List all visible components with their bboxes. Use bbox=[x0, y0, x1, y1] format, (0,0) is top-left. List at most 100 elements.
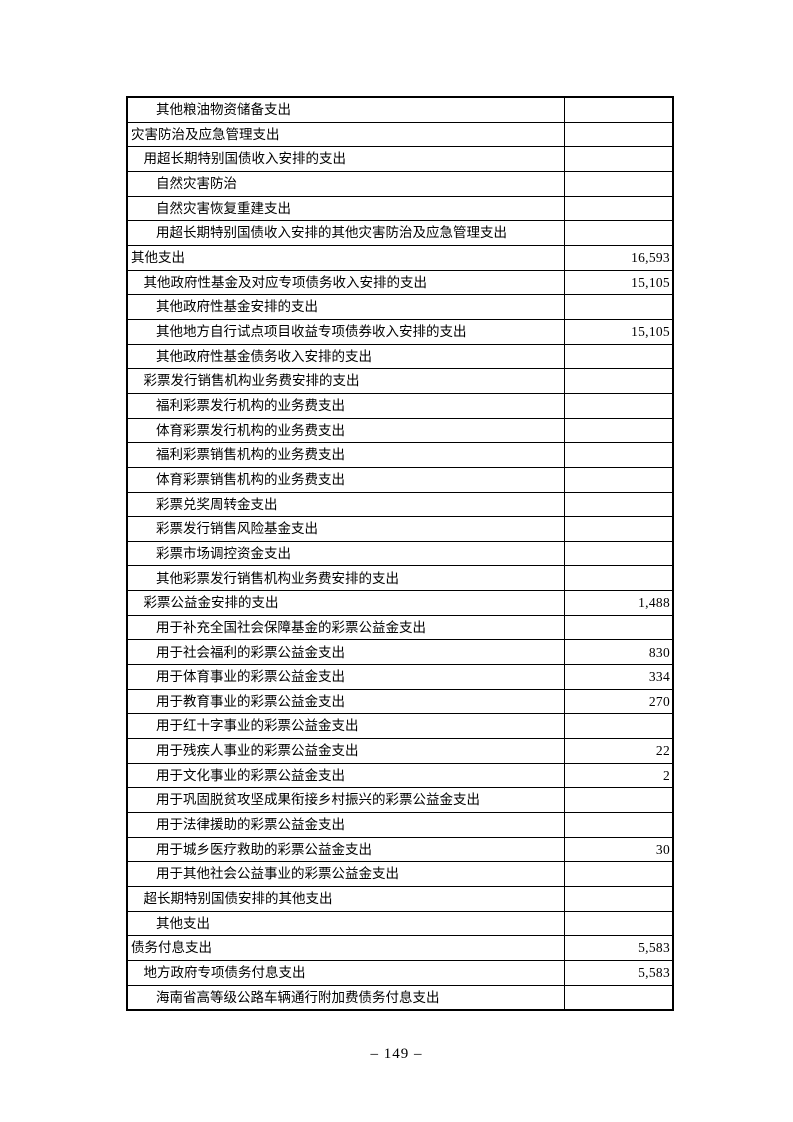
table-row: 自然灾害防治 bbox=[126, 170, 674, 197]
item-label: 彩票发行销售风险基金支出 bbox=[126, 516, 565, 542]
item-value bbox=[563, 294, 674, 320]
item-label: 用超长期特别国债收入安排的其他灾害防治及应急管理支出 bbox=[126, 220, 565, 246]
table-row: 彩票市场调控资金支出 bbox=[126, 540, 674, 567]
item-label: 用于其他社会公益事业的彩票公益金支出 bbox=[126, 861, 565, 887]
item-value bbox=[563, 713, 674, 740]
budget-table: 其他粮油物资储备支出 灾害防治及应急管理支出 用超长期特别国债收入安排的支出 自… bbox=[126, 96, 674, 1012]
table-row: 超长期特别国债安排的其他支出 bbox=[126, 886, 674, 912]
table-row: 债务付息支出 5,583 bbox=[126, 935, 674, 961]
table-row: 其他支出 bbox=[126, 910, 674, 937]
item-label: 灾害防治及应急管理支出 bbox=[126, 121, 565, 148]
item-label: 自然灾害防治 bbox=[126, 170, 565, 197]
table-row: 其他政府性基金债务收入安排的支出 bbox=[126, 343, 674, 370]
table-row: 彩票发行销售机构业务费安排的支出 bbox=[126, 368, 674, 394]
table-row: 用于残疾人事业的彩票公益金支出 22 bbox=[126, 738, 674, 764]
item-label: 其他支出 bbox=[126, 244, 565, 271]
table-row: 其他政府性基金安排的支出 bbox=[126, 294, 674, 320]
item-value bbox=[563, 910, 674, 937]
item-value bbox=[563, 984, 674, 1011]
item-value: 270 bbox=[563, 688, 674, 715]
item-label: 彩票发行销售机构业务费安排的支出 bbox=[126, 368, 565, 394]
item-label: 其他地方自行试点项目收益专项债券收入安排的支出 bbox=[126, 318, 565, 345]
table-row: 用于巩固脱贫攻坚成果衔接乡村振兴的彩票公益金支出 bbox=[126, 787, 674, 814]
item-value: 15,105 bbox=[563, 269, 674, 296]
item-value: 334 bbox=[563, 664, 674, 690]
item-label: 福利彩票销售机构的业务费支出 bbox=[126, 442, 565, 468]
item-label: 其他政府性基金及对应专项债务收入安排的支出 bbox=[126, 269, 565, 296]
table-row: 用于红十字事业的彩票公益金支出 bbox=[126, 713, 674, 740]
table-row: 用于城乡医疗救助的彩票公益金支出 30 bbox=[126, 836, 674, 863]
item-label: 用于巩固脱贫攻坚成果衔接乡村振兴的彩票公益金支出 bbox=[126, 787, 565, 814]
table-row: 用于体育事业的彩票公益金支出 334 bbox=[126, 664, 674, 690]
item-value bbox=[563, 121, 674, 148]
item-label: 其他彩票发行销售机构业务费安排的支出 bbox=[126, 565, 565, 592]
item-label: 福利彩票发行机构的业务费支出 bbox=[126, 392, 565, 419]
item-value: 30 bbox=[563, 836, 674, 863]
item-label: 用于文化事业的彩票公益金支出 bbox=[126, 762, 565, 789]
table-row: 海南省高等级公路车辆通行附加费债务付息支出 bbox=[126, 984, 674, 1011]
item-value bbox=[563, 96, 674, 123]
table-row: 自然灾害恢复重建支出 bbox=[126, 195, 674, 222]
item-value bbox=[563, 442, 674, 468]
item-label: 超长期特别国债安排的其他支出 bbox=[126, 886, 565, 912]
item-value bbox=[563, 170, 674, 197]
table-row: 用于社会福利的彩票公益金支出 830 bbox=[126, 639, 674, 666]
item-value bbox=[563, 565, 674, 592]
table-row: 用于法律援助的彩票公益金支出 bbox=[126, 812, 674, 838]
item-label: 自然灾害恢复重建支出 bbox=[126, 195, 565, 222]
item-value bbox=[563, 417, 674, 444]
item-label: 用超长期特别国债收入安排的支出 bbox=[126, 146, 565, 172]
table-row: 用于其他社会公益事业的彩票公益金支出 bbox=[126, 861, 674, 887]
item-value: 5,583 bbox=[563, 959, 674, 986]
item-label: 海南省高等级公路车辆通行附加费债务付息支出 bbox=[126, 984, 565, 1011]
item-label: 用于城乡医疗救助的彩票公益金支出 bbox=[126, 836, 565, 863]
item-value bbox=[563, 812, 674, 838]
page-number: – 149 – bbox=[370, 1046, 423, 1062]
table-row: 用超长期特别国债收入安排的支出 bbox=[126, 146, 674, 172]
item-label: 体育彩票销售机构的业务费支出 bbox=[126, 466, 565, 493]
table-row: 用于文化事业的彩票公益金支出 2 bbox=[126, 762, 674, 789]
item-label: 债务付息支出 bbox=[126, 935, 565, 961]
item-label: 彩票市场调控资金支出 bbox=[126, 540, 565, 567]
item-label: 彩票公益金安排的支出 bbox=[126, 590, 565, 616]
item-value: 5,583 bbox=[563, 935, 674, 961]
item-value: 22 bbox=[563, 738, 674, 764]
item-value: 2 bbox=[563, 762, 674, 789]
table-row: 用于补充全国社会保障基金的彩票公益金支出 bbox=[126, 614, 674, 641]
item-value: 15,105 bbox=[563, 318, 674, 345]
table-row: 彩票兑奖周转金支出 bbox=[126, 491, 674, 518]
table-row: 体育彩票销售机构的业务费支出 bbox=[126, 466, 674, 493]
item-label: 其他政府性基金债务收入安排的支出 bbox=[126, 343, 565, 370]
item-label: 用于体育事业的彩票公益金支出 bbox=[126, 664, 565, 690]
item-label: 其他政府性基金安排的支出 bbox=[126, 294, 565, 320]
item-label: 体育彩票发行机构的业务费支出 bbox=[126, 417, 565, 444]
table-row: 彩票公益金安排的支出 1,488 bbox=[126, 590, 674, 616]
table-row: 灾害防治及应急管理支出 bbox=[126, 121, 674, 148]
table-row: 用超长期特别国债收入安排的其他灾害防治及应急管理支出 bbox=[126, 220, 674, 246]
table-row: 其他彩票发行销售机构业务费安排的支出 bbox=[126, 565, 674, 592]
item-label: 用于补充全国社会保障基金的彩票公益金支出 bbox=[126, 614, 565, 641]
item-value bbox=[563, 491, 674, 518]
table-row: 福利彩票销售机构的业务费支出 bbox=[126, 442, 674, 468]
item-value bbox=[563, 886, 674, 912]
table-row: 其他粮油物资储备支出 bbox=[126, 96, 674, 123]
item-value bbox=[563, 146, 674, 172]
item-value bbox=[563, 195, 674, 222]
table-row: 其他政府性基金及对应专项债务收入安排的支出 15,105 bbox=[126, 269, 674, 296]
item-label: 用于红十字事业的彩票公益金支出 bbox=[126, 713, 565, 740]
table-row: 用于教育事业的彩票公益金支出 270 bbox=[126, 688, 674, 715]
item-value: 16,593 bbox=[563, 244, 674, 271]
item-label: 彩票兑奖周转金支出 bbox=[126, 491, 565, 518]
item-label: 地方政府专项债务付息支出 bbox=[126, 959, 565, 986]
item-label: 用于残疾人事业的彩票公益金支出 bbox=[126, 738, 565, 764]
item-value bbox=[563, 540, 674, 567]
item-label: 其他支出 bbox=[126, 910, 565, 937]
item-label: 用于社会福利的彩票公益金支出 bbox=[126, 639, 565, 666]
item-label: 用于法律援助的彩票公益金支出 bbox=[126, 812, 565, 838]
item-label: 用于教育事业的彩票公益金支出 bbox=[126, 688, 565, 715]
item-value bbox=[563, 466, 674, 493]
item-value bbox=[563, 861, 674, 887]
table-row: 地方政府专项债务付息支出 5,583 bbox=[126, 959, 674, 986]
item-value bbox=[563, 220, 674, 246]
